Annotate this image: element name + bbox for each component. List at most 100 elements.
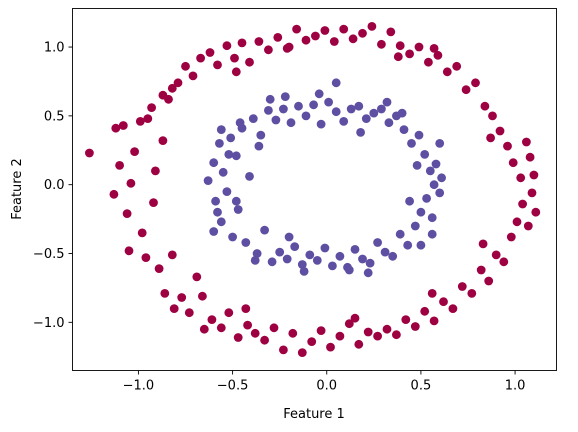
data-point-series-0-41: [250, 328, 260, 338]
data-point-series-0-75: [410, 322, 420, 331]
data-point-series-0-111: [478, 239, 488, 249]
data-point-series-0-87: [467, 289, 477, 298]
data-point-series-1-43: [358, 254, 367, 264]
data-point-series-1-3: [215, 139, 224, 148]
data-point-series-0-34: [222, 41, 232, 51]
data-point-series-0-106: [529, 170, 539, 180]
data-point-series-1-12: [241, 238, 251, 247]
data-point-series-1-91: [427, 229, 437, 239]
data-point-series-1-36: [331, 107, 341, 117]
data-point-series-1-47: [373, 238, 382, 247]
data-point-series-0-35: [224, 308, 234, 318]
data-point-series-0-72: [395, 41, 405, 51]
data-point-series-0-12: [143, 114, 153, 123]
data-point-series-1-44: [361, 114, 371, 123]
data-point-series-0-118: [429, 44, 439, 53]
data-point-series-0-14: [149, 198, 158, 208]
data-point-series-0-112: [158, 136, 168, 146]
data-point-series-1-19: [267, 257, 277, 267]
data-point-series-0-15: [151, 166, 160, 176]
data-point-series-1-86: [284, 232, 294, 242]
data-point-series-0-2: [111, 123, 121, 133]
data-point-series-1-58: [414, 130, 424, 140]
x-tick-label: 1.0: [505, 379, 526, 394]
data-point-series-1-28: [301, 111, 311, 121]
data-point-series-0-21: [169, 304, 179, 313]
x-tick-label: −0.5: [217, 379, 249, 394]
data-point-series-0-11: [141, 253, 151, 262]
data-point-series-0-109: [393, 52, 403, 62]
data-point-series-0-22: [173, 78, 183, 88]
data-point-series-0-73: [401, 315, 411, 324]
data-point-series-0-4: [118, 121, 128, 130]
data-point-series-0-29: [199, 324, 209, 334]
data-point-series-1-9: [231, 151, 241, 161]
data-point-series-0-108: [231, 67, 241, 77]
data-point-series-1-21: [275, 247, 285, 257]
data-point-series-0-49: [288, 328, 298, 338]
data-point-series-1-67: [437, 173, 446, 183]
data-point-series-0-13: [147, 103, 157, 112]
data-point-series-1-64: [429, 180, 439, 190]
data-point-series-1-33: [320, 243, 330, 253]
data-point-series-0-78: [424, 57, 433, 67]
data-point-series-0-28: [196, 53, 206, 63]
data-point-series-1-54: [399, 125, 409, 134]
data-point-series-0-99: [512, 217, 522, 227]
data-point-series-1-73: [344, 265, 354, 275]
data-point-series-0-40: [245, 57, 254, 67]
y-tick-label: 0.0: [44, 178, 65, 193]
data-point-series-1-15: [252, 249, 262, 258]
data-point-series-0-31: [207, 315, 217, 324]
data-point-series-0-58: [329, 37, 339, 46]
data-point-series-1-77: [265, 94, 275, 104]
data-point-series-0-101: [518, 199, 527, 209]
data-point-series-1-51: [388, 251, 398, 261]
data-point-series-1-61: [422, 194, 431, 203]
data-point-series-1-32: [316, 119, 326, 129]
data-point-series-0-83: [448, 304, 458, 313]
data-point-series-0-16: [154, 264, 164, 273]
x-tick-label: 0.0: [316, 379, 337, 394]
data-point-series-1-25: [290, 242, 300, 252]
data-point-series-0-68: [377, 39, 386, 49]
data-point-series-0-71: [392, 330, 401, 340]
y-tick-label: 1.0: [44, 41, 65, 56]
data-point-series-1-50: [384, 118, 394, 128]
data-point-series-0-67: [373, 331, 382, 341]
data-point-series-1-42: [354, 101, 364, 111]
data-point-series-1-40: [346, 104, 356, 114]
data-point-series-0-79: [429, 316, 439, 326]
data-point-series-1-65: [431, 159, 441, 169]
data-point-series-1-66: [435, 188, 445, 198]
data-point-series-1-10: [233, 205, 243, 214]
data-point-series-1-22: [279, 104, 288, 114]
data-point-series-1-16: [256, 130, 266, 140]
data-point-series-1-18: [264, 106, 273, 115]
data-point-series-1-68: [213, 207, 222, 217]
data-point-series-0-94: [495, 126, 505, 136]
data-point-series-1-72: [331, 78, 341, 88]
data-point-series-0-105: [527, 188, 537, 198]
data-point-series-1-14: [248, 114, 258, 123]
data-point-series-1-45: [365, 258, 375, 268]
data-point-series-1-80: [363, 268, 373, 278]
data-point-series-0-33: [216, 323, 226, 333]
data-point-series-1-75: [397, 108, 407, 118]
data-point-series-0-19: [164, 94, 173, 104]
data-point-series-0-39: [243, 320, 253, 330]
data-point-series-0-110: [167, 250, 177, 260]
data-point-series-1-63: [427, 213, 437, 223]
data-point-series-1-60: [420, 150, 430, 159]
data-point-series-1-79: [382, 97, 392, 107]
data-point-series-0-77: [420, 306, 430, 316]
data-point-series-0-26: [188, 71, 198, 81]
data-point-series-0-82: [442, 67, 452, 77]
x-tick-label: −1.0: [123, 379, 155, 394]
data-point-series-1-27: [297, 260, 307, 269]
data-point-series-0-97: [506, 232, 516, 242]
data-point-series-0-38: [237, 38, 247, 48]
data-point-series-1-56: [407, 139, 416, 148]
data-point-series-0-46: [273, 33, 283, 42]
data-point-series-1-20: [271, 115, 281, 125]
